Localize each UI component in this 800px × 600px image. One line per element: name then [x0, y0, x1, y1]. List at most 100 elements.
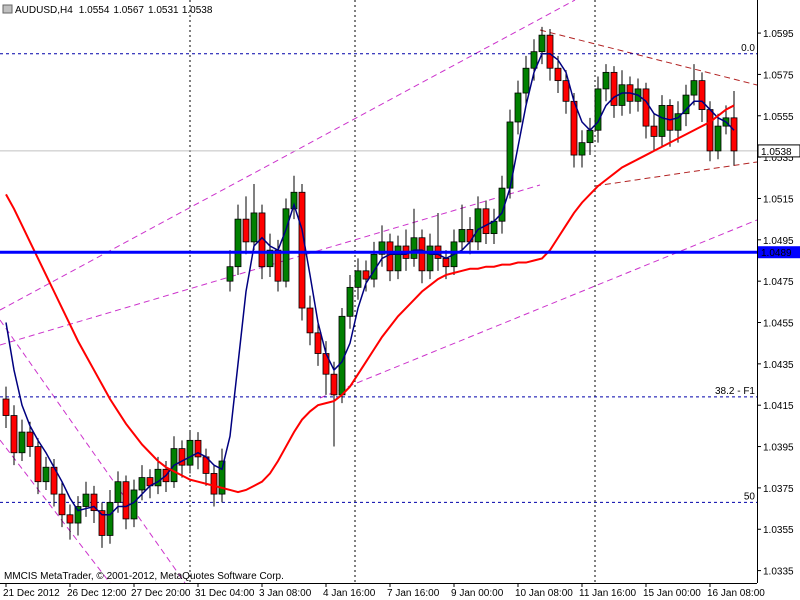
candle-body	[218, 460, 226, 495]
last-low: 1.0531	[148, 5, 179, 16]
last-close: 1.0538	[182, 5, 213, 16]
candle-body	[330, 373, 338, 396]
candle-body	[658, 105, 666, 137]
x-tick-label: 26 Dec 12:00	[67, 588, 127, 599]
moving-average	[5, 104, 735, 494]
candle-body	[514, 92, 522, 123]
candle-body	[714, 125, 722, 152]
candle-body	[90, 493, 98, 512]
candle-body	[106, 501, 114, 536]
candle-body	[602, 71, 610, 90]
x-tick-label: 4 Jan 16:00	[323, 588, 376, 599]
candle-body	[522, 67, 530, 94]
candle-body	[474, 208, 482, 243]
candle-body	[42, 466, 50, 483]
candle-body	[58, 493, 66, 516]
candle-body	[642, 88, 650, 127]
candle-body	[122, 481, 130, 520]
y-tick-label: 1.0335	[763, 567, 794, 578]
candle-body	[698, 80, 706, 110]
candle-body	[426, 245, 434, 272]
candle-body	[18, 431, 26, 454]
candle-body	[98, 510, 106, 536]
candle-body	[546, 34, 554, 69]
y-tick-label: 1.0475	[763, 277, 794, 288]
candle-body	[682, 94, 690, 115]
fibo-label: 50	[744, 491, 756, 502]
candle-body	[690, 80, 698, 96]
last-high: 1.0567	[113, 5, 144, 16]
candle-body	[314, 332, 322, 354]
candle-body	[386, 241, 394, 272]
y-tick-label: 1.0595	[763, 29, 794, 40]
candle-body	[74, 506, 82, 524]
candle-body	[538, 34, 546, 53]
price-label-box	[757, 144, 800, 158]
chart-title: AUDUSD,H4 1.0554 1.0567 1.0531 1.0538	[15, 5, 213, 16]
candle-body	[266, 249, 274, 268]
y-tick-label: 1.0575	[763, 70, 794, 81]
candle-body	[706, 109, 714, 152]
candle-body	[298, 191, 306, 309]
candle-body	[666, 105, 674, 131]
candle-body	[346, 286, 354, 317]
candle-body	[154, 468, 162, 487]
y-tick-label: 1.0495	[763, 236, 794, 247]
candle-body	[562, 80, 570, 102]
candle-body	[354, 270, 362, 288]
candle-body	[578, 142, 586, 156]
candle-body	[242, 218, 250, 243]
drawn-objects	[0, 0, 758, 584]
candle-body	[618, 84, 626, 106]
candle-body	[274, 249, 282, 282]
candle-body	[410, 237, 418, 259]
candle-body	[138, 477, 146, 491]
candle-body	[394, 245, 402, 272]
triangle-line	[594, 161, 758, 187]
candle-body	[306, 307, 314, 334]
y-tick-label: 1.0395	[763, 443, 794, 454]
candle-body	[570, 100, 578, 156]
x-tick-label: 9 Jan 00:00	[451, 588, 504, 599]
y-tick-label: 1.0415	[763, 401, 794, 412]
y-tick-label: 1.0435	[763, 360, 794, 371]
candle-body	[610, 71, 618, 106]
candle-body	[466, 229, 474, 243]
candle-body	[290, 191, 298, 210]
candle-body	[114, 481, 122, 503]
y-tick-label: 1.0375	[763, 484, 794, 495]
x-tick-label: 11 Jan 16:00	[579, 588, 637, 599]
symbol: AUDUSD,H4	[15, 5, 73, 16]
candle-body	[2, 398, 10, 416]
candle-body	[282, 208, 290, 282]
candle-body	[554, 67, 562, 82]
x-tick-label: 31 Dec 04:00	[195, 588, 255, 599]
channel-line	[0, 0, 576, 311]
candle-body	[586, 129, 594, 144]
candle-body	[178, 448, 186, 466]
candle-body	[674, 113, 682, 131]
candle-body	[482, 208, 490, 235]
y-tick-label: 1.0555	[763, 112, 794, 123]
fibo-label: 0.0	[741, 43, 755, 54]
candle-body	[34, 446, 42, 483]
candle-body	[458, 229, 466, 243]
y-tick-label: 1.0355	[763, 525, 794, 536]
x-tick-label: 21 Dec 2012	[3, 588, 60, 599]
candle-body	[362, 270, 370, 280]
candle-body	[234, 218, 242, 268]
watermark: MMCIS MetaTrader, © 2001-2012, MetaQuote…	[4, 571, 284, 582]
x-tick-label: 3 Jan 08:00	[259, 588, 312, 599]
candle-body	[418, 237, 426, 272]
price-label: 1.0489	[761, 248, 792, 259]
candle-body	[650, 125, 658, 137]
channel-line	[319, 219, 758, 399]
candle-body	[378, 241, 386, 255]
x-tick-label: 10 Jan 08:00	[515, 588, 573, 599]
candle-body	[130, 489, 138, 520]
candle-body	[66, 514, 74, 524]
candle-body	[530, 51, 538, 69]
candle-body	[226, 266, 234, 282]
x-tick-label: 16 Jan 08:00	[707, 588, 765, 599]
